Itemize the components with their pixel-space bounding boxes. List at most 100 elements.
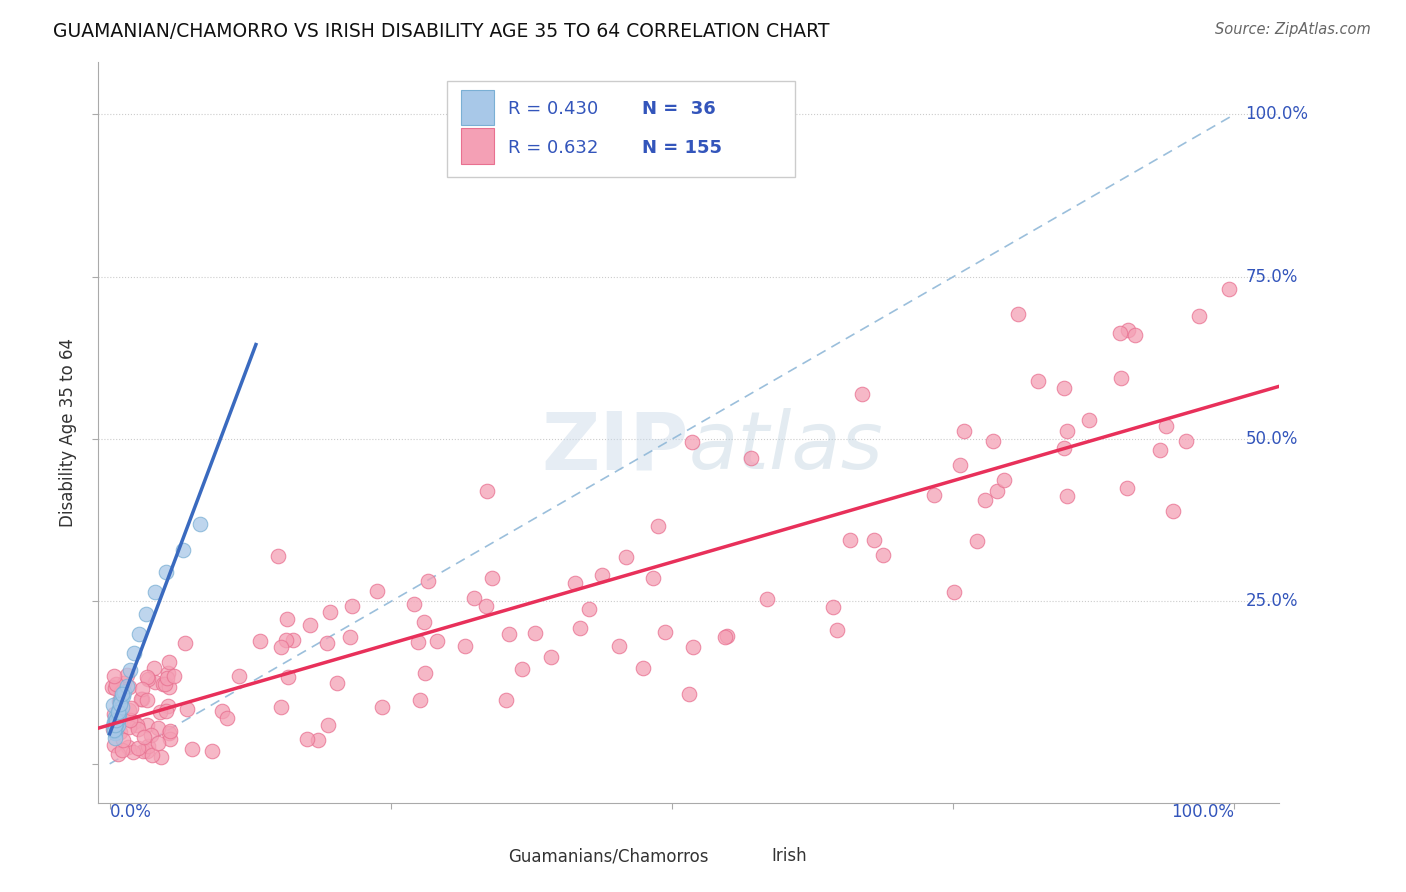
Point <box>418 574 440 588</box>
Point <box>157 725 180 739</box>
Text: GUAMANIAN/CHAMORRO VS IRISH DISABILITY AGE 35 TO 64 CORRELATION CHART: GUAMANIAN/CHAMORRO VS IRISH DISABILITY A… <box>53 22 830 41</box>
Point <box>135 670 157 684</box>
Point <box>108 694 131 708</box>
Point <box>1026 374 1049 388</box>
Point <box>122 745 145 759</box>
Point <box>1109 371 1132 385</box>
Point <box>631 660 654 674</box>
Point <box>1218 281 1240 295</box>
Point <box>155 566 177 580</box>
Point <box>1108 326 1130 340</box>
Point <box>107 718 129 732</box>
Point <box>111 687 134 701</box>
Point <box>413 615 436 630</box>
Point <box>340 599 363 613</box>
Point <box>104 710 127 724</box>
Point <box>118 713 141 727</box>
Bar <box>734 841 765 871</box>
Point <box>568 621 591 635</box>
Point <box>111 743 134 757</box>
Point <box>591 567 613 582</box>
Point <box>714 630 737 644</box>
Point <box>124 647 146 661</box>
Point <box>107 701 129 715</box>
Point <box>118 703 141 717</box>
Point <box>943 585 966 599</box>
Point <box>142 660 165 674</box>
Point <box>153 677 176 691</box>
Point <box>402 597 425 611</box>
Point <box>152 677 174 691</box>
Text: 100.0%: 100.0% <box>1171 803 1234 821</box>
Point <box>111 733 134 747</box>
Point <box>267 549 290 563</box>
Point <box>118 680 141 694</box>
Point <box>716 629 738 643</box>
Point <box>110 692 132 706</box>
Point <box>283 632 305 647</box>
Point <box>326 676 349 690</box>
Y-axis label: Disability Age 35 to 64: Disability Age 35 to 64 <box>59 338 77 527</box>
Text: 50.0%: 50.0% <box>1246 430 1298 448</box>
Point <box>872 549 894 563</box>
Point <box>201 744 224 758</box>
Text: N = 155: N = 155 <box>641 138 721 157</box>
Point <box>974 493 997 508</box>
Point <box>105 716 128 731</box>
Point <box>654 625 676 640</box>
Point <box>107 711 129 725</box>
Point <box>132 730 155 744</box>
Point <box>128 627 150 641</box>
Point <box>1161 504 1184 518</box>
Point <box>922 488 945 502</box>
Point <box>215 711 238 725</box>
Point <box>181 742 204 756</box>
Point <box>125 717 148 731</box>
Point <box>104 681 127 695</box>
Point <box>163 669 186 683</box>
Point <box>276 612 298 626</box>
Point <box>131 681 153 696</box>
Point <box>129 692 152 706</box>
Point <box>1154 418 1177 433</box>
Point <box>1053 381 1076 395</box>
Point <box>111 684 134 698</box>
Point <box>740 450 762 465</box>
Point <box>117 739 139 754</box>
Point <box>156 665 179 680</box>
Point <box>176 702 198 716</box>
Point <box>105 711 128 725</box>
Point <box>108 695 131 709</box>
Point <box>825 623 848 637</box>
Point <box>228 668 250 682</box>
Point <box>111 699 134 714</box>
Point <box>136 672 159 686</box>
Point <box>103 714 125 729</box>
Point <box>105 721 128 735</box>
Point <box>211 704 233 718</box>
Point <box>614 550 637 565</box>
Point <box>103 724 125 739</box>
Text: 75.0%: 75.0% <box>1246 268 1298 285</box>
Point <box>1174 434 1197 449</box>
Point <box>101 680 124 694</box>
Point <box>295 731 318 746</box>
Text: Guamanians/Chamorros: Guamanians/Chamorros <box>508 847 709 865</box>
Point <box>107 708 129 723</box>
Point <box>949 458 972 473</box>
Point <box>1116 322 1139 336</box>
Point <box>104 725 127 739</box>
Point <box>101 722 124 736</box>
Point <box>139 728 162 742</box>
Bar <box>461 128 494 164</box>
Point <box>141 747 163 762</box>
Point <box>173 636 195 650</box>
Point <box>103 669 125 683</box>
Point <box>131 692 153 706</box>
Point <box>276 632 298 647</box>
Point <box>122 714 145 729</box>
Point <box>366 584 388 599</box>
Point <box>157 699 180 714</box>
Point <box>426 634 449 648</box>
Point <box>463 591 485 606</box>
